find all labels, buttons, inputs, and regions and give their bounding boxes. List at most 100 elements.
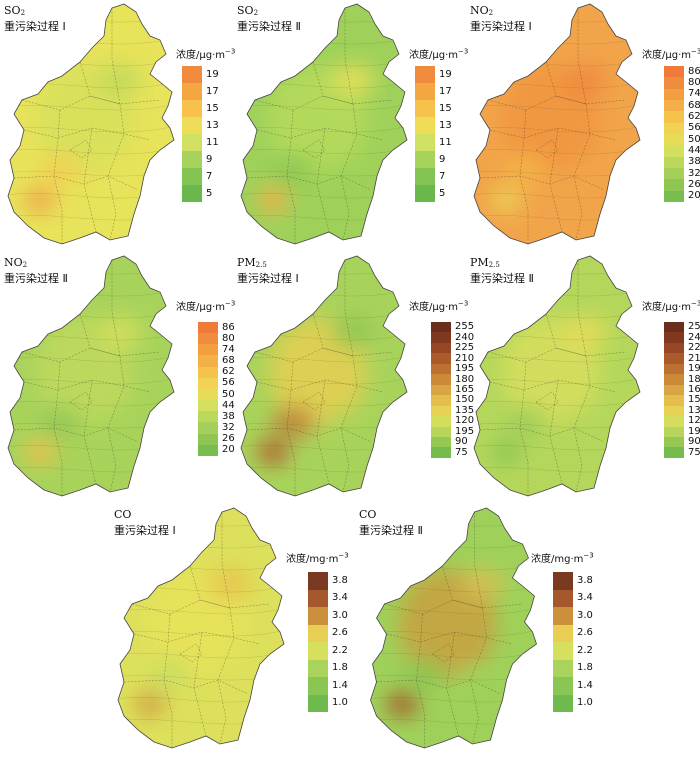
unit-label: 浓度/μg·m−3 bbox=[409, 299, 469, 313]
pollutant-name: NO bbox=[470, 4, 489, 17]
colorbar-tick-label: 13 bbox=[206, 119, 219, 131]
panel-no2-process-1: NO2 重污染过程 Ⅰ 浓度/μg·m−3 86 80 74 68 62 56 50 44 38… bbox=[466, 0, 700, 252]
colorbar-tick-label: 17 bbox=[439, 85, 452, 97]
colorbar-band bbox=[308, 642, 328, 660]
panel-title: NO2 重污染过程 Ⅰ bbox=[470, 4, 532, 33]
colorbar-tick-label: 5 bbox=[439, 187, 446, 199]
colorbar-tick-label: 26 bbox=[688, 179, 700, 190]
map-tianjin bbox=[117, 507, 285, 749]
process-label: 重污染过程 Ⅱ bbox=[4, 272, 68, 285]
colorbar-tick-label: 225 bbox=[455, 342, 475, 354]
panel-pm25-process-2: PM2.5 重污染过程 Ⅱ 浓度/μg·m−3 2552402252101951… bbox=[466, 252, 700, 504]
colorbar-tick-label: 120 bbox=[455, 415, 475, 427]
colorbar bbox=[308, 572, 328, 712]
colorbar-tick-label: 19 bbox=[206, 68, 219, 80]
colorbar-tick-label: 150 bbox=[688, 394, 700, 406]
colorbar-tick-label: 19 bbox=[439, 68, 452, 80]
colorbar-band bbox=[664, 77, 684, 89]
colorbar-tick-label: 11 bbox=[439, 136, 452, 148]
colorbar-band bbox=[182, 117, 202, 134]
panel-title: CO 重污染过程 Ⅱ bbox=[359, 508, 423, 537]
colorbar-tick-label: 9 bbox=[439, 153, 446, 165]
colorbar-band bbox=[553, 589, 573, 607]
colorbar-band bbox=[553, 694, 573, 712]
colorbar-band bbox=[431, 384, 451, 396]
colorbar-tick-label: 5 bbox=[206, 187, 213, 199]
colorbar-tick-label: 75 bbox=[455, 446, 468, 458]
unit-label: 浓度/μg·m−3 bbox=[176, 47, 236, 61]
pollutant-subscript: 2 bbox=[253, 9, 259, 17]
colorbar-tick-label: 44 bbox=[222, 399, 235, 411]
colorbar-band bbox=[664, 405, 684, 417]
colorbar-band bbox=[198, 433, 218, 445]
colorbar-band bbox=[664, 167, 684, 180]
colorbar-tick-label: 80 bbox=[688, 77, 700, 88]
colorbar-band bbox=[198, 333, 218, 345]
colorbar-band bbox=[415, 117, 435, 134]
colorbar-band bbox=[182, 151, 202, 168]
colorbar-tick-label: 32 bbox=[222, 422, 235, 434]
colorbar bbox=[553, 572, 573, 712]
colorbar-band bbox=[664, 122, 684, 134]
colorbar-tick-label: 32 bbox=[688, 167, 700, 179]
colorbar-tick-label: 1.0 bbox=[332, 697, 348, 709]
colorbar-band bbox=[415, 66, 435, 83]
panel-so2-process-2: SO2 重污染过程 Ⅱ 浓度/μg·m−3 19 17 15 13 11 9 7 5 bbox=[233, 0, 469, 252]
colorbar-band bbox=[553, 624, 573, 642]
colorbar-band bbox=[415, 83, 435, 100]
colorbar-band bbox=[198, 400, 218, 412]
colorbar-band bbox=[308, 694, 328, 712]
colorbar-tick-label: 1.8 bbox=[332, 662, 348, 674]
colorbar-tick-label: 2.2 bbox=[332, 644, 348, 656]
panel-title: PM2.5 重污染过程 Ⅱ bbox=[470, 256, 534, 285]
unit-label: 浓度/mg·m−3 bbox=[531, 551, 594, 565]
panel-title: SO2 重污染过程 Ⅰ bbox=[4, 4, 66, 33]
panel-title: CO 重污染过程 Ⅰ bbox=[114, 508, 176, 537]
colorbar-band bbox=[431, 447, 451, 458]
colorbar-band bbox=[431, 332, 451, 343]
colorbar-tick-label: 68 bbox=[688, 99, 700, 111]
colorbar-tick-label: 50 bbox=[688, 133, 700, 145]
colorbar-band bbox=[308, 589, 328, 607]
colorbar-band bbox=[664, 190, 684, 202]
colorbar-tick-label: 20 bbox=[222, 444, 235, 456]
colorbar-tick-label: 165 bbox=[688, 384, 700, 395]
panel-co-process-1: CO 重污染过程 Ⅰ 浓度/mg·m−3 3.8 3.4 3.0 2.6 2.2 1.8 1… bbox=[110, 504, 349, 756]
pollutant-name: PM bbox=[237, 256, 256, 269]
colorbar-tick-label: 2.6 bbox=[332, 627, 348, 639]
colorbar-tick-label: 135 bbox=[688, 404, 700, 416]
colorbar-tick-label: 195 bbox=[455, 363, 475, 375]
colorbar-band bbox=[415, 168, 435, 185]
map-tianjin bbox=[240, 3, 408, 245]
colorbar-band bbox=[308, 677, 328, 695]
colorbar-band bbox=[553, 572, 573, 590]
colorbar bbox=[431, 322, 451, 458]
colorbar-band bbox=[182, 66, 202, 83]
colorbar-tick-label: 2.6 bbox=[577, 627, 593, 639]
pollutant-subscript: 2.5 bbox=[255, 261, 267, 269]
colorbar-band bbox=[182, 168, 202, 185]
colorbar-band bbox=[182, 100, 202, 117]
colorbar-tick-label: 62 bbox=[222, 366, 235, 378]
colorbar-tick-label: 3.4 bbox=[577, 592, 593, 604]
colorbar-tick-label: 3.4 bbox=[332, 592, 348, 604]
colorbar-band bbox=[664, 99, 684, 112]
process-label: 重污染过程 Ⅱ bbox=[359, 524, 423, 537]
panel-co-process-2: CO 重污染过程 Ⅱ 浓度/mg·m−3 3.8 3.4 3.0 2.6 2.2 1.8 1… bbox=[355, 504, 594, 756]
colorbar-tick-label: 56 bbox=[222, 377, 235, 389]
colorbar-tick-label: 3.0 bbox=[577, 609, 593, 621]
colorbar-band bbox=[415, 134, 435, 151]
colorbar-tick-label: 68 bbox=[222, 355, 235, 367]
unit-label: 浓度/μg·m−3 bbox=[409, 47, 469, 61]
colorbar-band bbox=[664, 426, 684, 437]
panel-title: NO2 重污染过程 Ⅱ bbox=[4, 256, 68, 285]
process-label: 重污染过程 Ⅰ bbox=[237, 272, 299, 285]
pollutant-subscript: 2 bbox=[20, 9, 26, 17]
colorbar-tick-label: 180 bbox=[688, 373, 700, 385]
colorbar-band bbox=[431, 426, 451, 437]
colorbar-band bbox=[664, 145, 684, 157]
colorbar-band bbox=[415, 151, 435, 168]
process-label: 重污染过程 Ⅱ bbox=[237, 20, 301, 33]
colorbar-tick-label: 210 bbox=[455, 352, 475, 364]
colorbar bbox=[664, 322, 684, 458]
